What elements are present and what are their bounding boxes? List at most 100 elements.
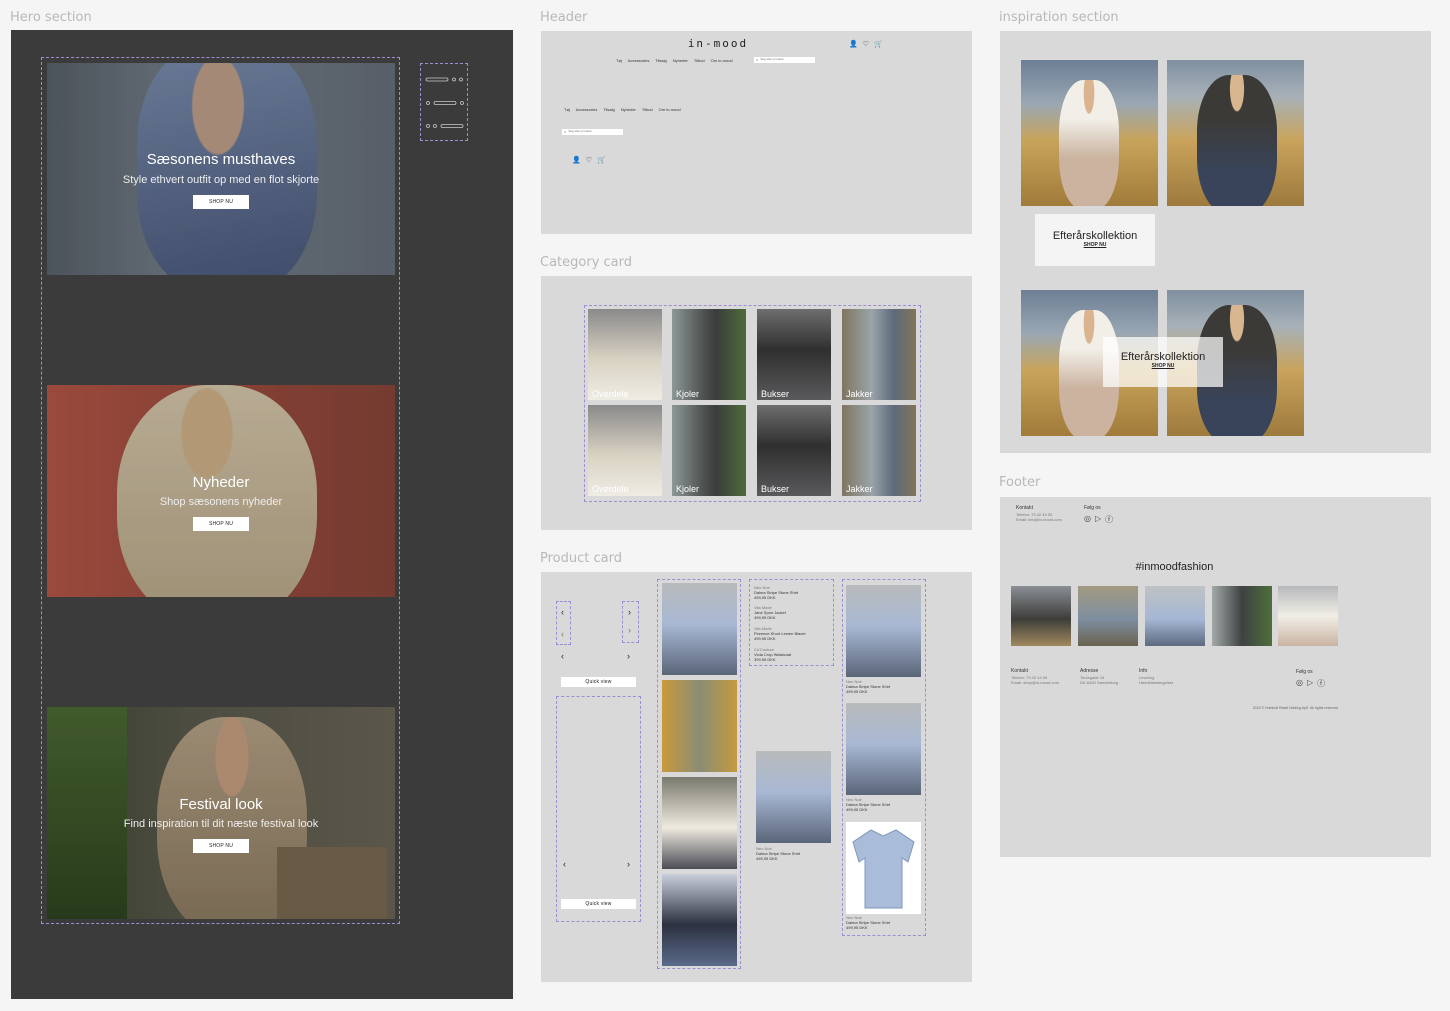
category-card[interactable]: Kjoler	[672, 405, 746, 496]
facebook-icon[interactable]: ⓕ	[1317, 678, 1326, 688]
mobile-search-icon: ⌕	[564, 129, 567, 135]
category-card[interactable]: Bukser	[757, 405, 831, 496]
category-grid-outline	[584, 305, 921, 502]
inspiration-shop-link[interactable]: SHOP NU	[1083, 242, 1107, 248]
product-info-item[interactable]: Vila Mode Jane Spon Jacket 499,95 DKK	[754, 605, 786, 621]
product-image[interactable]	[662, 583, 737, 675]
nav-item-6[interactable]: Om in-mood	[710, 58, 733, 63]
footer-social: Følg os ◎ ▷ ⓕ	[1296, 669, 1326, 688]
hero-slider-outline	[41, 57, 400, 924]
nav-item-1[interactable]: Tøj	[616, 58, 622, 63]
inspiration-image-4[interactable]	[1167, 290, 1304, 436]
arrow-left-component	[556, 601, 571, 645]
category-card[interactable]: Overdele	[588, 405, 662, 496]
chevron-right-icon[interactable]: ›	[627, 859, 630, 869]
product-image[interactable]	[662, 874, 737, 966]
chevron-right-icon[interactable]: ›	[628, 607, 631, 617]
hero-slide-2-shop-button[interactable]: SHOP NU	[193, 517, 249, 531]
chevron-left-icon[interactable]: ‹	[561, 651, 564, 661]
hero-slide-3[interactable]: Festival look Find inspiration til dit n…	[47, 707, 395, 919]
footer-link[interactable]: Handelsbetingelser	[1139, 679, 1174, 685]
product-image[interactable]	[662, 777, 737, 869]
category-card[interactable]: Jakker	[842, 309, 916, 400]
instagram-icon[interactable]: ◎	[1296, 677, 1303, 687]
footer-link[interactable]: Levering	[1139, 674, 1155, 680]
quick-view-button[interactable]: Quick view	[561, 899, 636, 909]
product-card-info[interactable]: Neo Noir Dalma Stripe Stone Shirt 499,95 D…	[756, 846, 801, 862]
mobile-nav-item-5[interactable]: Tilbud	[641, 107, 653, 112]
mobile-nav-item-6[interactable]: Om in-mood	[658, 107, 681, 112]
product-card-image[interactable]	[756, 751, 831, 843]
hero-slide-1-shop-button[interactable]: SHOP NU	[193, 195, 249, 209]
heart-icon[interactable]: ♡	[862, 41, 869, 48]
product-info-item[interactable]: Neo Noir Dalma Stripe Stone Shirt 499,95 D…	[754, 585, 799, 601]
instagram-feed-image[interactable]	[1278, 586, 1338, 646]
category-label: Overdele	[592, 484, 629, 494]
product-info-item[interactable]: Vila Mode Florence Short Linnen Blazer 499…	[754, 626, 806, 642]
user-icon[interactable]: 👤	[849, 41, 858, 48]
nav-item-2[interactable]: Accessories	[627, 58, 650, 63]
mobile-search-input[interactable]: ⌕ Søg efter produkt	[562, 129, 623, 135]
product-card-image[interactable]	[846, 822, 921, 914]
instagram-feed-image[interactable]	[1078, 586, 1138, 646]
chevron-left-icon[interactable]: ‹	[561, 607, 564, 617]
logo[interactable]: in-mood	[687, 37, 749, 50]
chevron-right-icon[interactable]: ›	[628, 625, 631, 635]
cart-icon[interactable]: 🛒	[874, 41, 883, 48]
product-card-info[interactable]: Neo Noir Dalma Stripe Stone Shirt 499,95 D…	[846, 679, 891, 695]
instagram-feed-image[interactable]	[1011, 586, 1071, 646]
mobile-user-icon[interactable]: 👤	[572, 157, 581, 164]
instagram-feed-image[interactable]	[1212, 586, 1272, 646]
hero-slide-1[interactable]: Sæsonens musthaves Style ethvert outfit …	[47, 63, 395, 275]
search-input[interactable]: ⌕ Søg efter produkt	[754, 57, 815, 63]
category-card[interactable]: Bukser	[757, 309, 831, 400]
search-icon: ⌕	[756, 57, 759, 63]
product-info-item[interactable]: Co'Couture Viola Crop Waistcoat 399,95 DKK	[754, 647, 792, 663]
instagram-icon[interactable]: ◎	[1084, 513, 1091, 523]
slider-dots-icon[interactable]	[421, 64, 469, 142]
facebook-icon[interactable]: ⓕ	[1105, 514, 1114, 524]
chevron-left-icon[interactable]: ‹	[563, 859, 566, 869]
mobile-heart-icon[interactable]: ♡	[585, 157, 592, 164]
chevron-right-icon[interactable]: ›	[627, 651, 630, 661]
hero-slide-2[interactable]: Nyheder Shop sæsonens nyheder SHOP NU	[47, 385, 395, 597]
hero-slide-3-subtitle: Find inspiration til dit næste festival …	[123, 818, 319, 830]
product-card-info[interactable]: Neo Noir Dalma Stripe Stone Shirt 499,95 D…	[846, 797, 891, 813]
product-card-info[interactable]: Neo Noir Dalma Stripe Stone Shirt 499,95 D…	[846, 915, 891, 931]
category-card[interactable]: Overdele	[588, 309, 662, 400]
inspiration-image-2[interactable]	[1167, 60, 1304, 206]
nav-item-3[interactable]: Tilsalg	[655, 58, 667, 63]
hero-slide-3-title: Festival look	[179, 796, 263, 813]
product-card-image[interactable]	[846, 585, 921, 677]
category-card[interactable]: Kjoler	[672, 309, 746, 400]
category-label: Kjoler	[676, 484, 700, 494]
product-card-image[interactable]	[846, 703, 921, 795]
inspiration-overlay-shop-link[interactable]: SHOP NU	[1151, 363, 1175, 369]
category-card[interactable]: Jakker	[842, 405, 916, 496]
hero-slide-2-image	[117, 385, 317, 597]
category-label: Kjoler	[676, 389, 700, 399]
instagram-feed-image[interactable]	[1145, 586, 1205, 646]
product-image[interactable]	[662, 680, 737, 772]
mobile-nav-item-1[interactable]: Tøj	[564, 107, 570, 112]
quick-view-button[interactable]: Quick view	[561, 677, 636, 687]
category-label: Jakker	[846, 484, 873, 494]
hero-slide-1-image	[137, 63, 317, 275]
mobile-header-icons: 👤 ♡ 🛒	[572, 156, 606, 164]
nav-item-4[interactable]: Nyheder	[672, 58, 688, 63]
mobile-cart-icon[interactable]: 🛒	[597, 157, 606, 164]
category-label: Overdele	[592, 389, 629, 399]
product-images-column	[657, 579, 741, 969]
hero-slide-2-subtitle: Shop sæsonens nyheder	[159, 496, 283, 508]
footer-frame: Kontakt Telefon: 73 42 44 00 Email: info…	[1000, 497, 1431, 857]
mobile-nav-item-3[interactable]: Tilsalg	[603, 107, 615, 112]
youtube-icon[interactable]: ▷	[1306, 677, 1314, 687]
inspiration-image-1[interactable]	[1021, 60, 1158, 206]
chevron-left-icon[interactable]: ‹	[561, 629, 564, 639]
nav-item-5[interactable]: Tilbud	[693, 58, 705, 63]
youtube-icon[interactable]: ▷	[1094, 513, 1102, 523]
inspiration-image-3[interactable]	[1021, 290, 1158, 436]
mobile-nav-item-2[interactable]: Accessories	[575, 107, 598, 112]
mobile-nav-item-4[interactable]: Nyheder	[620, 107, 636, 112]
hero-slide-3-shop-button[interactable]: SHOP NU	[193, 839, 249, 853]
